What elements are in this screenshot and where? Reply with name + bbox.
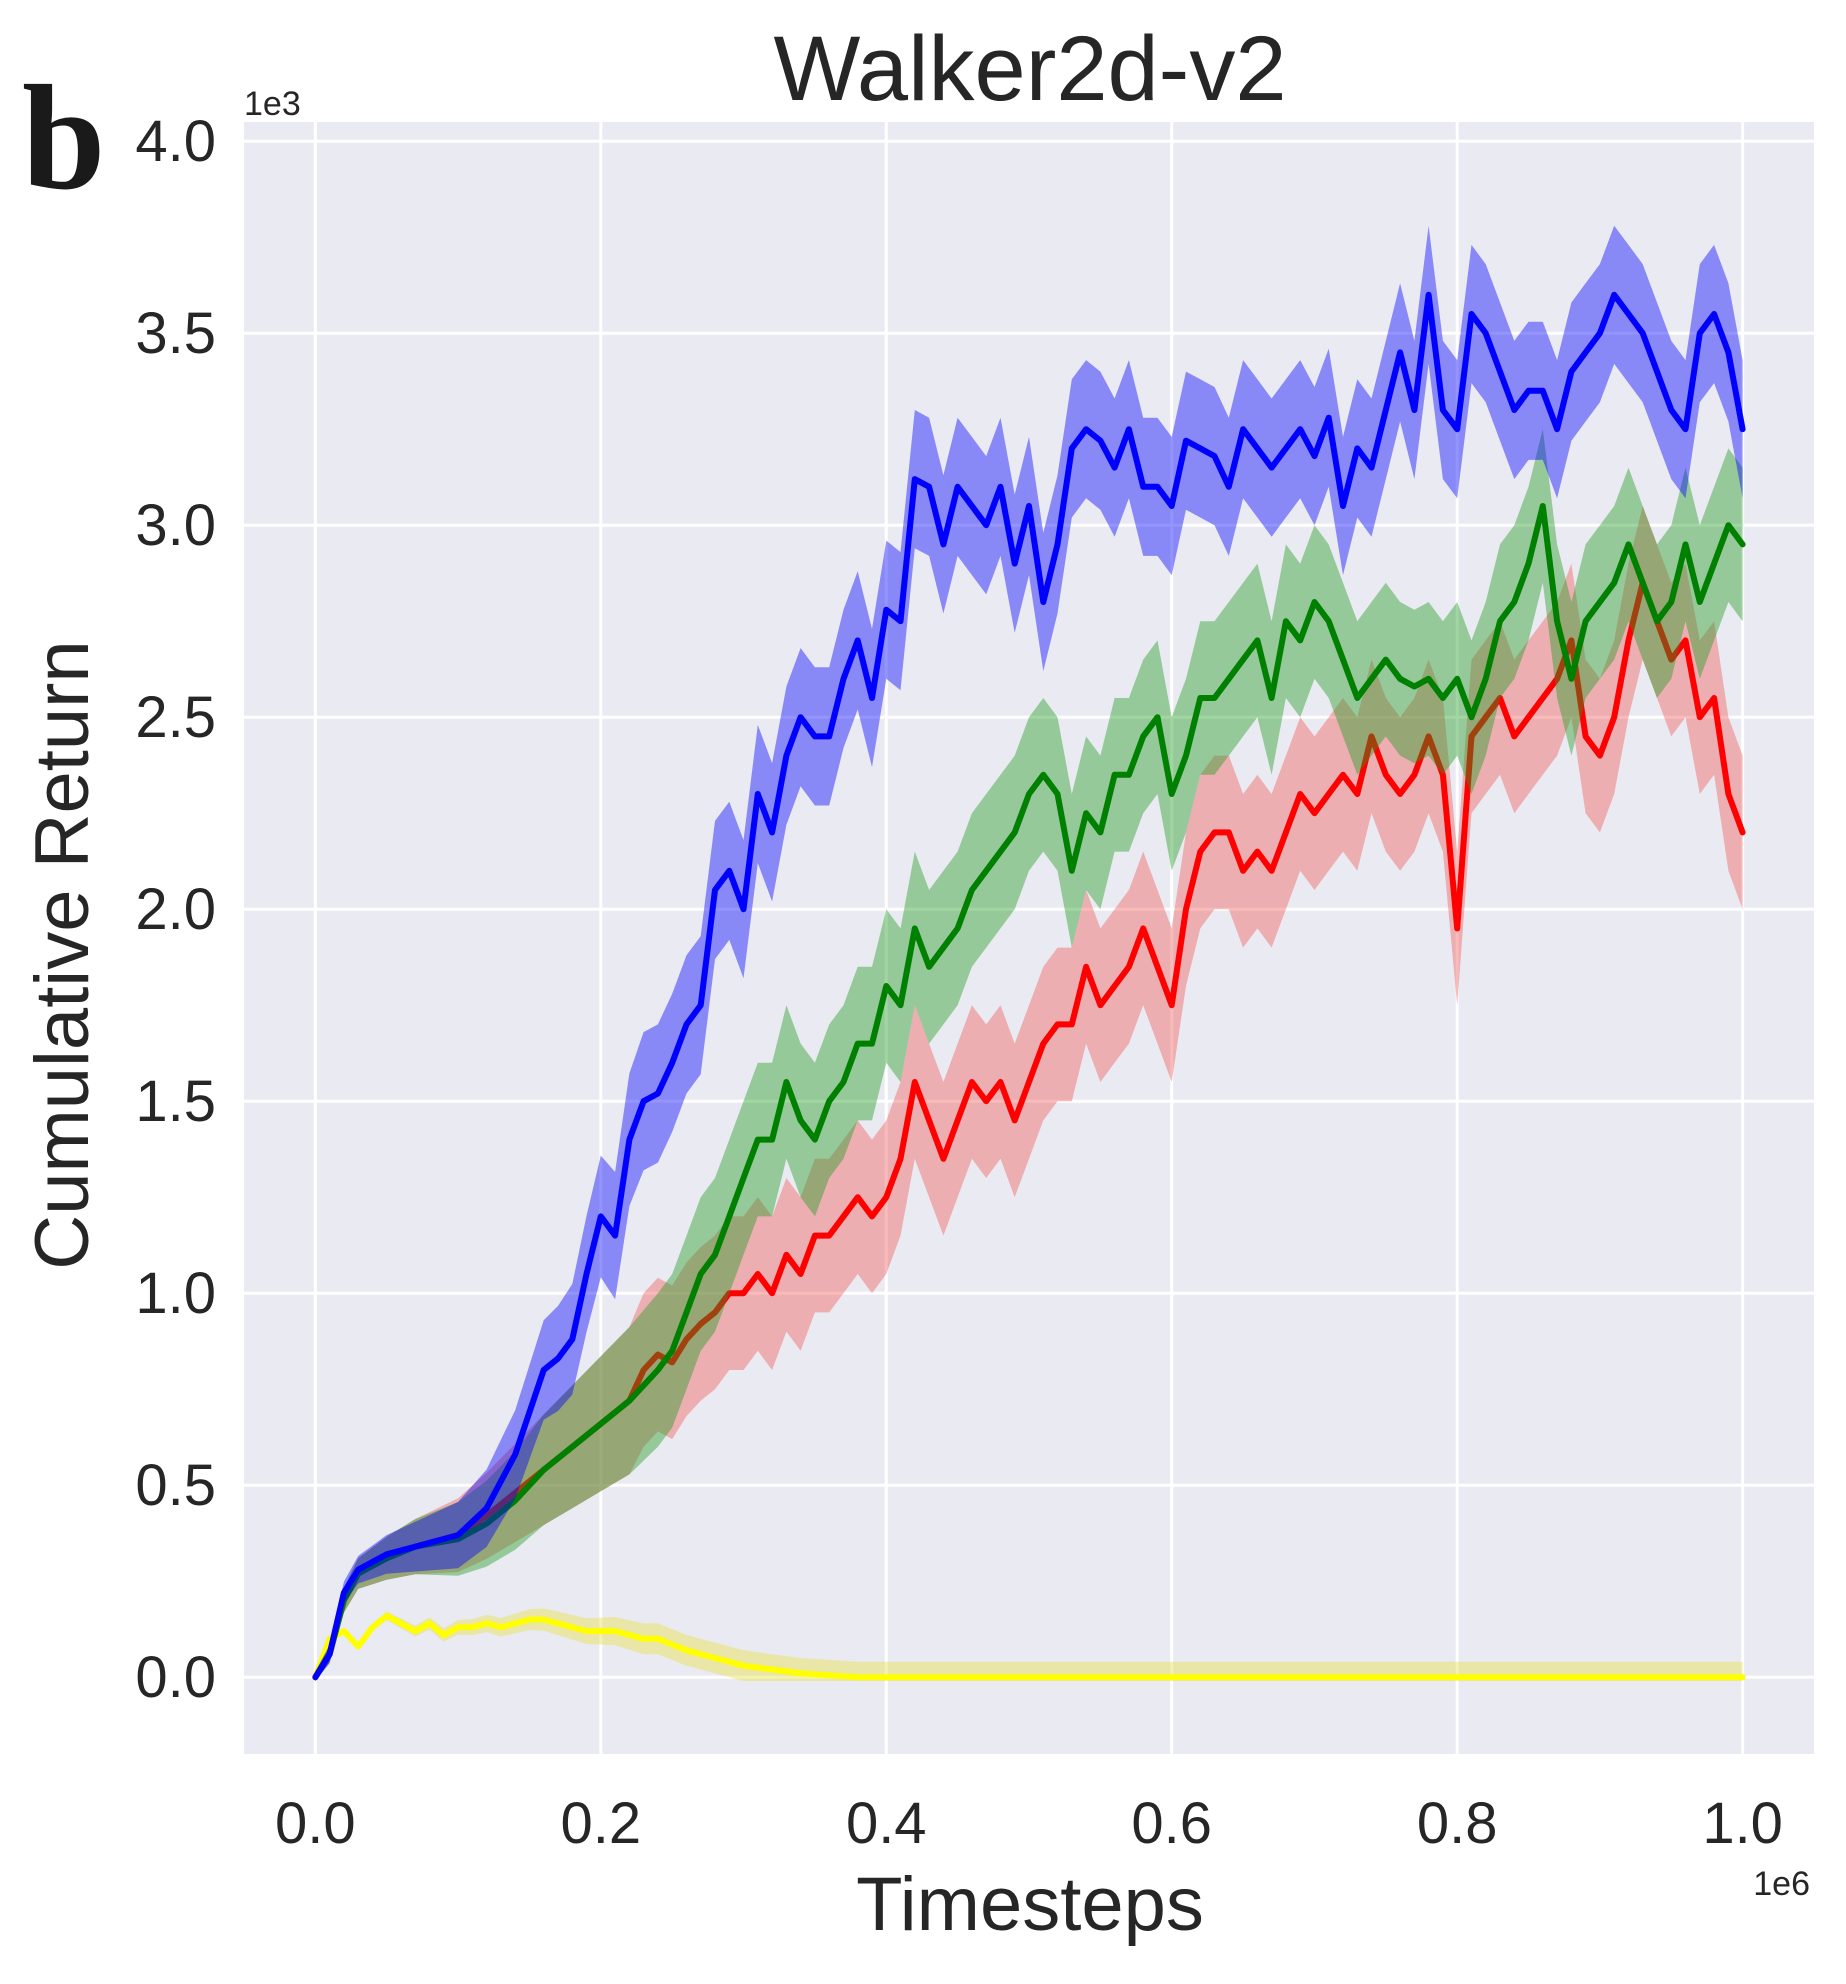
x-tick-label: 0.8 <box>1417 1791 1498 1856</box>
x-tick-label: 0.6 <box>1131 1791 1212 1856</box>
y-tick-label: 0.5 <box>135 1453 216 1518</box>
y-tick-label: 3.0 <box>135 493 216 558</box>
band-red <box>315 506 1743 1681</box>
y-tick-label: 2.5 <box>135 685 216 750</box>
line-red <box>312 579 1746 1681</box>
plot-background <box>244 122 1814 1754</box>
y-tick-label: 4.0 <box>135 109 216 174</box>
line-yellow <box>312 1612 1746 1681</box>
line-green <box>312 503 1746 1681</box>
x-tick-label: 0.0 <box>275 1791 356 1856</box>
y-tick-label: 0.0 <box>135 1645 216 1710</box>
x-tick-label: 1.0 <box>1702 1791 1783 1856</box>
series-yellow <box>312 1608 1746 1681</box>
x-tick-label: 0.4 <box>846 1791 927 1856</box>
y-tick-label: 1.5 <box>135 1069 216 1134</box>
y-multiplier-label: 1e3 <box>244 85 301 123</box>
series-green <box>312 429 1746 1682</box>
tick-labels: 0.0 0.2 0.4 0.6 0.8 1.0 0.0 0.5 1.0 1.5 2.0 2.5 3.0 3… <box>135 109 1783 1856</box>
y-tick-label: 3.5 <box>135 301 216 366</box>
band-yellow <box>315 1608 1743 1681</box>
series-blue <box>312 225 1746 1682</box>
series-red <box>312 506 1746 1681</box>
chart-title: Walker2d-v2 <box>774 18 1287 120</box>
x-multiplier-label: 1e6 <box>1753 1865 1810 1903</box>
band-green <box>315 429 1743 1682</box>
series-layer <box>312 225 1746 1682</box>
line-blue <box>312 291 1746 1681</box>
grid-lines <box>244 122 1814 1754</box>
x-axis-label: Timesteps <box>856 1862 1204 1947</box>
y-axis-label: Cumulative Return <box>20 640 105 1269</box>
panel-label: b <box>22 55 105 221</box>
y-tick-label: 1.0 <box>135 1261 216 1326</box>
x-tick-label: 0.2 <box>560 1791 641 1856</box>
y-tick-label: 2.0 <box>135 877 216 942</box>
